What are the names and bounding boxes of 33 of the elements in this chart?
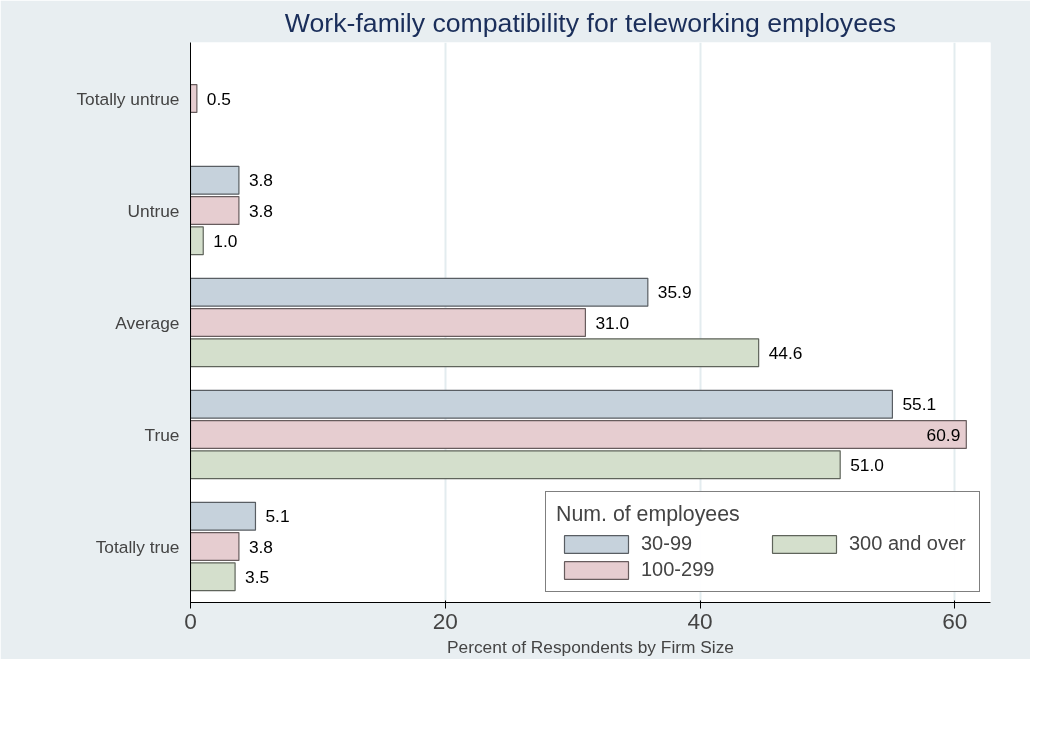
data-label: 55.1 [902,394,937,415]
x-tick-label: 60 [942,607,968,634]
y-tick-label: Totally untrue [76,88,180,109]
data-label: 44.6 [768,342,803,363]
x-axis-title: Percent of Respondents by Firm Size [447,636,735,657]
data-label: 31.0 [595,312,630,333]
x-tick-label: 0 [184,607,197,634]
data-label: 60.9 [926,424,961,445]
legend-label: 100-299 [641,558,716,581]
data-label: 3.8 [248,200,273,221]
y-tick-label: Average [115,312,180,333]
x-tick-label: 40 [687,607,713,634]
legend-label: 30-99 [641,532,694,555]
bar [190,501,257,531]
data-label: 3.8 [248,536,273,557]
data-label: 5.1 [265,506,290,527]
data-label: 3.8 [248,170,273,191]
legend-title: Num. of employees [556,502,741,527]
data-label: 3.5 [245,566,270,587]
bar [190,83,198,114]
data-label: 1.0 [213,230,238,251]
y-tick-label: Totally true [95,536,180,557]
data-label: 51.0 [850,454,884,475]
legend-label: 300 and over [849,532,967,555]
chart-title: Work-family compatibility for teleworking employees [284,7,897,38]
bar [190,165,240,195]
y-tick-label: Untrue [127,200,180,221]
bar [190,389,894,419]
x-tick-label: 20 [432,607,458,634]
data-label: 35.9 [657,282,692,303]
data-label: 0.5 [206,88,231,109]
y-tick-label: True [144,424,180,445]
bar [190,277,649,307]
